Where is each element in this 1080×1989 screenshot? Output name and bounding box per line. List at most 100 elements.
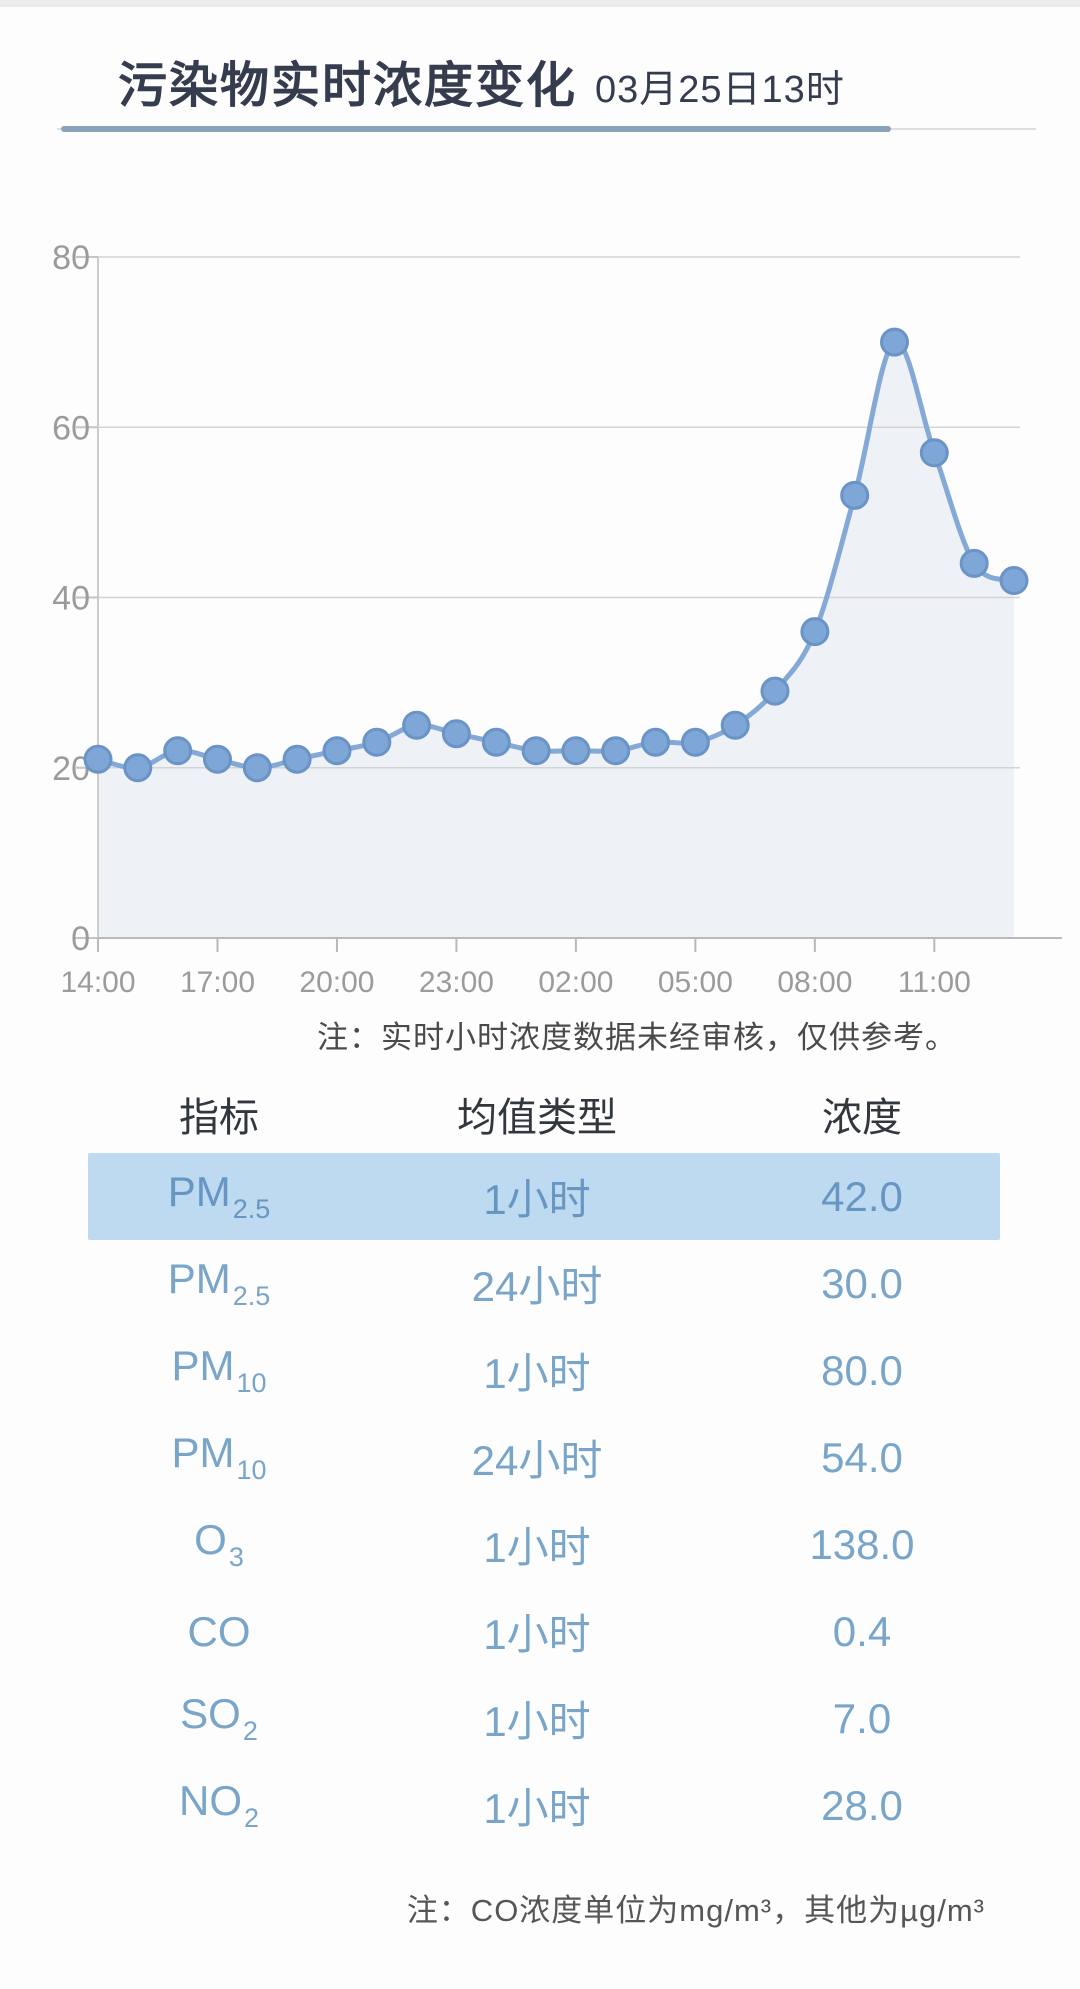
- data-point[interactable]: [840, 480, 870, 510]
- data-point[interactable]: [880, 327, 909, 357]
- concentration-cell: 80.0: [821, 1346, 903, 1394]
- page-title: 污染物实时浓度变化: [118, 59, 578, 113]
- indicator-symbol: NO: [178, 1777, 242, 1824]
- indicator-subscript: 10: [236, 1368, 267, 1398]
- data-point[interactable]: [83, 744, 113, 774]
- indicator-symbol: SO: [180, 1690, 241, 1737]
- data-point[interactable]: [561, 736, 591, 766]
- col-header-avg-type: 均值类型: [457, 1096, 617, 1140]
- avg-type-cell: 1小时: [483, 1176, 591, 1223]
- table-body: PM2.5 1小时 42.0 PM2.5 24小时 30.0 PM10 1小时 80.0 PM10…: [0, 1153, 1080, 1849]
- data-point[interactable]: [282, 744, 312, 774]
- data-point[interactable]: [959, 548, 989, 578]
- indicator-cell: PM10: [88, 1429, 350, 1486]
- x-axis-label: 05:00: [658, 966, 733, 999]
- series-area: [98, 341, 1014, 939]
- indicator-symbol: PM: [167, 1168, 231, 1215]
- table-row[interactable]: PM2.5 24小时 30.0: [88, 1240, 1000, 1327]
- avg-type-cell: 1小时: [483, 1698, 591, 1745]
- x-axis-label: 17:00: [180, 966, 255, 999]
- data-point[interactable]: [123, 753, 153, 783]
- data-point[interactable]: [919, 438, 949, 468]
- table-header-row: 指标 均值类型 浓度: [88, 1075, 1000, 1153]
- header-datetime: 03月25日13时: [595, 69, 845, 111]
- indicator-subscript: 2.5: [232, 1281, 271, 1311]
- table-row[interactable]: PM2.5 1小时 42.0: [88, 1153, 1000, 1240]
- avg-type-cell: 1小时: [483, 1524, 591, 1571]
- title-underline-accent: [61, 126, 891, 132]
- indicator-cell: PM10: [88, 1342, 350, 1399]
- indicator-cell: O3: [88, 1516, 350, 1573]
- table-row[interactable]: PM10 24小时 54.0: [88, 1414, 1000, 1501]
- concentration-cell: 0.4: [832, 1607, 892, 1655]
- data-point[interactable]: [322, 736, 352, 766]
- header: 污染物实时浓度变化 03月25日13时: [118, 46, 845, 117]
- table-row[interactable]: NO2 1小时 28.0: [88, 1762, 1000, 1849]
- data-point[interactable]: [800, 617, 830, 647]
- top-edge-strip: [0, 0, 1080, 7]
- x-axis-label: 14:00: [60, 966, 135, 999]
- concentration-cell: 42.0: [821, 1172, 903, 1220]
- indicator-symbol: PM: [171, 1342, 235, 1389]
- data-point[interactable]: [521, 736, 551, 766]
- footer-note: 注：CO浓度单位为mg/m³，其他为µg/m³: [406, 1893, 985, 1928]
- indicator-symbol: PM: [171, 1429, 235, 1476]
- y-axis-label: 80: [52, 239, 90, 277]
- data-point[interactable]: [481, 727, 511, 757]
- indicator-subscript: 10: [236, 1455, 267, 1485]
- x-axis-label: 11:00: [898, 966, 971, 999]
- pollutant-trend-chart: 0 20 40 60 80 14:00 17:00 20:00 23:00 02:00 05:00 0…: [52, 239, 1062, 999]
- data-point[interactable]: [441, 719, 471, 749]
- x-axis-label: 08:00: [777, 966, 852, 999]
- concentration-cell: 138.0: [809, 1520, 915, 1568]
- indicator-cell: PM2.5: [88, 1168, 350, 1225]
- avg-type-cell: 24小时: [471, 1263, 603, 1310]
- data-point[interactable]: [720, 710, 750, 740]
- indicator-subscript: 2.5: [232, 1194, 271, 1224]
- indicator-symbol: CO: [187, 1607, 251, 1655]
- concentration-cell: 30.0: [821, 1259, 903, 1307]
- y-axis-label: 0: [71, 920, 90, 958]
- concentration-cell: 7.0: [832, 1694, 892, 1742]
- title-underline: [57, 126, 1036, 132]
- data-point[interactable]: [163, 736, 193, 766]
- concentration-cell: 54.0: [821, 1433, 903, 1481]
- avg-type-cell: 24小时: [471, 1437, 603, 1484]
- data-point[interactable]: [362, 727, 392, 757]
- indicator-cell: PM2.5: [88, 1255, 350, 1312]
- table-row[interactable]: SO2 1小时 7.0: [88, 1675, 1000, 1762]
- indicator-symbol: PM: [167, 1255, 231, 1302]
- chart-note: 注：实时小时浓度数据未经审核，仅供参考。: [317, 1020, 957, 1055]
- table-row[interactable]: PM10 1小时 80.0: [88, 1327, 1000, 1414]
- col-header-indicator: 指标: [179, 1096, 259, 1140]
- table-row[interactable]: O3 1小时 138.0: [88, 1501, 1000, 1588]
- data-point[interactable]: [203, 744, 232, 774]
- x-axis-label: 20:00: [299, 966, 374, 999]
- indicator-cell: SO2: [88, 1690, 350, 1747]
- avg-type-cell: 1小时: [483, 1350, 591, 1397]
- data-point[interactable]: [760, 676, 790, 706]
- indicator-subscript: 3: [228, 1542, 244, 1572]
- indicator-cell: NO2: [88, 1777, 350, 1834]
- data-point[interactable]: [242, 753, 272, 783]
- x-axis-label: 23:00: [419, 966, 494, 999]
- data-point[interactable]: [641, 727, 671, 757]
- y-axis-label: 40: [52, 580, 90, 618]
- avg-type-cell: 1小时: [483, 1785, 591, 1832]
- indicator-symbol: O: [194, 1516, 227, 1563]
- y-axis-label: 60: [52, 409, 90, 447]
- data-point[interactable]: [601, 736, 631, 766]
- indicator-subscript: 2: [243, 1803, 260, 1833]
- data-point[interactable]: [999, 566, 1029, 595]
- indicator-cell: CO: [88, 1608, 350, 1656]
- col-header-concentration: 浓度: [822, 1096, 902, 1140]
- data-point[interactable]: [680, 727, 710, 757]
- table-row[interactable]: CO 1小时 0.4: [88, 1588, 1000, 1675]
- avg-type-cell: 1小时: [483, 1611, 591, 1658]
- pollutant-table: 指标 均值类型 浓度 PM2.5 1小时 42.0 PM2.5 24小时 30.0 PM10…: [0, 1075, 1080, 1849]
- concentration-cell: 28.0: [821, 1781, 903, 1829]
- x-axis-label: 02:00: [538, 966, 613, 999]
- y-axis-label: 20: [52, 750, 90, 788]
- data-point[interactable]: [402, 710, 432, 740]
